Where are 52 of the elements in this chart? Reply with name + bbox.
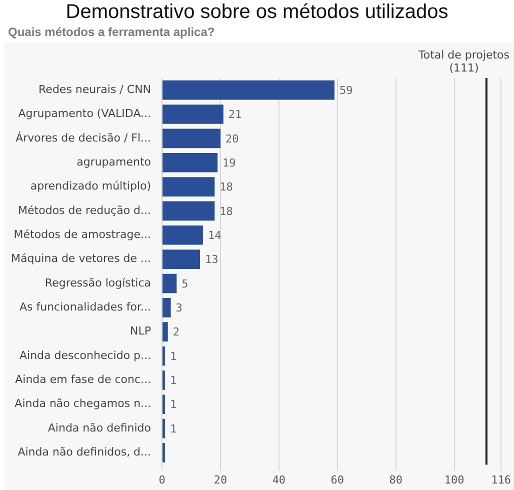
y-tick-label: Ainda em fase de conc... [15, 373, 152, 386]
bar [162, 274, 177, 294]
x-tick-label: 60 [330, 473, 344, 486]
bar [162, 322, 168, 342]
y-tick-label: agrupamento [76, 155, 152, 168]
bar [162, 225, 203, 245]
y-tick-label: Métodos de redução d... [18, 204, 152, 217]
ref-line-label: Total de projetos (111) [417, 48, 510, 74]
data-label: 1 [170, 398, 177, 412]
bar [162, 250, 200, 269]
data-label: 5 [182, 277, 188, 290]
data-label: 18 [220, 204, 233, 218]
chart-subtitle: Quais métodos a ferramenta aplica? [7, 24, 216, 40]
bar [162, 298, 171, 318]
data-label: 21 [228, 108, 242, 122]
data-label: 1 [170, 422, 177, 436]
y-tick-label: Agrupamento (VALIDA... [18, 107, 152, 120]
data-label: 20 [225, 132, 239, 146]
data-label: 1 [170, 350, 177, 363]
data-label: 2 [172, 326, 180, 339]
y-tick-label: Ainda desconhecido p... [20, 348, 152, 362]
bar [162, 80, 334, 100]
data-label: 13 [205, 253, 218, 266]
data-label: 18 [220, 180, 233, 194]
y-tick-label: Ainda não definidos, d... [18, 446, 152, 459]
data-label: 59 [339, 84, 353, 97]
bar [162, 128, 220, 148]
chart-title: Demonstrativo sobre os métodos utilizados [64, 0, 450, 24]
y-tick-label: NLP [130, 324, 152, 338]
data-label: 3 [176, 302, 182, 315]
bar [162, 152, 218, 172]
x-tick-label: 116 [491, 473, 512, 486]
y-tick-label: Máquina de vetores de ... [11, 252, 152, 266]
y-tick-label: Métodos de amostrage... [14, 228, 152, 241]
y-tick-label: Regressão logística [44, 276, 152, 290]
bar [162, 201, 215, 221]
data-label: 14 [208, 228, 222, 242]
y-tick-label: Ainda não chegamos n... [14, 397, 152, 410]
y-tick-label: As funcionalidades for... [19, 300, 152, 314]
y-tick-label: Árvores de decisão / Fl... [16, 130, 152, 144]
y-tick-label: aprendizado múltiplo) [30, 180, 152, 193]
x-tick-label: 20 [214, 473, 228, 486]
x-tick-label: 80 [389, 473, 402, 486]
data-label: 19 [222, 156, 236, 170]
x-tick-label: 100 [444, 473, 464, 486]
bar [162, 104, 224, 124]
bar [162, 177, 215, 196]
y-tick-label: Redes neurais / CNN [38, 82, 152, 96]
x-tick-label: 40 [272, 473, 286, 486]
x-tick-label: 0 [158, 473, 166, 486]
data-label: 1 [170, 374, 177, 388]
y-tick-label: Ainda não definido [48, 421, 152, 434]
